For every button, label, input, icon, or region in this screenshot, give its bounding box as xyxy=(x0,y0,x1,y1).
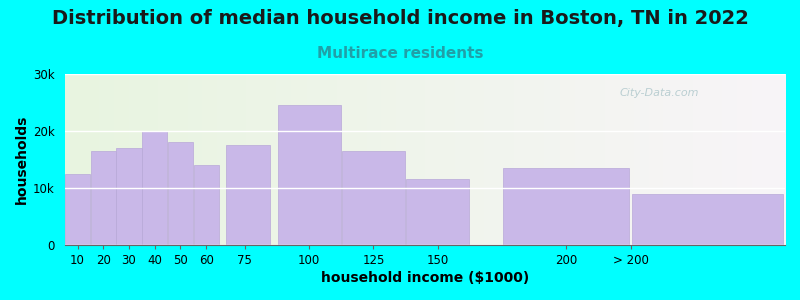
Text: City-Data.com: City-Data.com xyxy=(619,88,699,98)
Bar xyxy=(278,105,341,245)
Bar xyxy=(406,179,469,245)
Text: Distribution of median household income in Boston, TN in 2022: Distribution of median household income … xyxy=(51,9,749,28)
Y-axis label: households: households xyxy=(15,115,29,204)
Bar xyxy=(90,151,116,245)
Bar xyxy=(116,148,142,245)
X-axis label: household income ($1000): household income ($1000) xyxy=(321,271,529,285)
Bar xyxy=(65,174,90,245)
Text: Multirace residents: Multirace residents xyxy=(317,46,483,62)
Bar xyxy=(142,131,167,245)
Bar xyxy=(226,145,270,245)
Bar xyxy=(503,168,630,245)
Bar xyxy=(168,142,193,245)
Bar xyxy=(194,165,218,245)
Bar xyxy=(342,151,405,245)
Bar xyxy=(632,194,783,245)
